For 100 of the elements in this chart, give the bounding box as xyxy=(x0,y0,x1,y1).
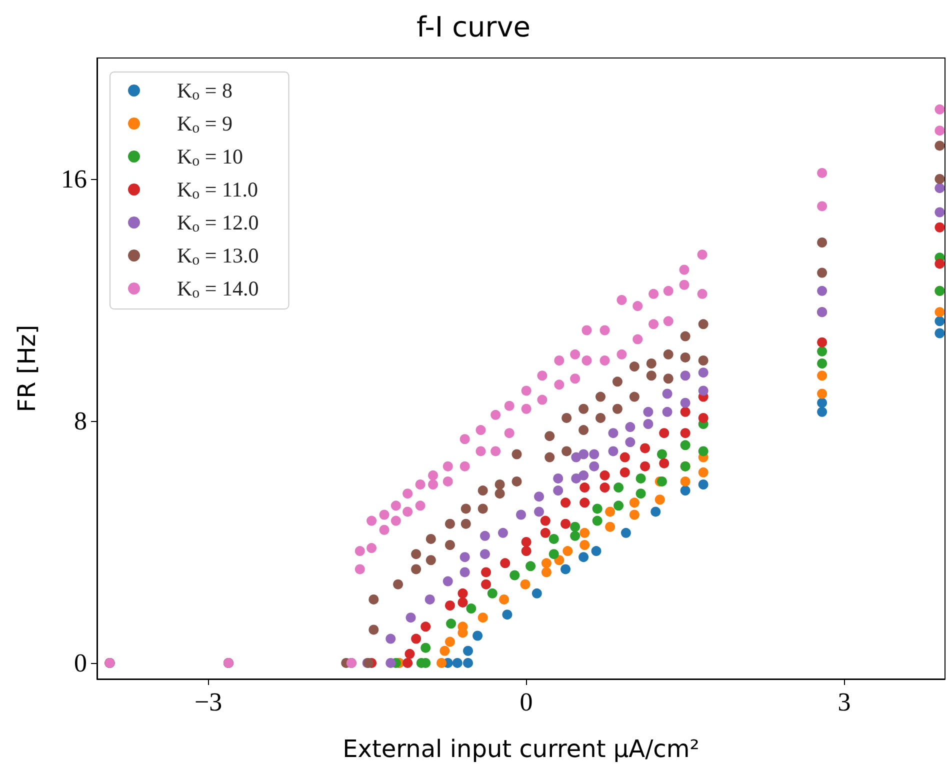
point xyxy=(444,540,455,550)
point xyxy=(663,316,674,326)
point xyxy=(512,476,522,486)
point xyxy=(548,549,559,560)
point xyxy=(698,446,708,456)
point xyxy=(614,500,624,511)
point xyxy=(580,540,590,550)
point xyxy=(560,564,571,574)
point xyxy=(526,561,536,572)
point xyxy=(452,658,462,668)
point xyxy=(817,346,828,356)
point xyxy=(934,316,945,326)
point xyxy=(463,646,473,656)
point xyxy=(478,486,488,496)
point xyxy=(553,486,564,496)
point xyxy=(420,642,431,653)
point xyxy=(680,428,690,438)
point xyxy=(934,258,945,269)
point xyxy=(698,467,708,478)
point xyxy=(643,419,654,430)
point xyxy=(817,337,828,348)
point xyxy=(600,482,610,493)
point xyxy=(472,630,483,641)
point xyxy=(390,516,401,526)
point xyxy=(354,564,365,574)
point xyxy=(499,594,510,604)
point xyxy=(386,658,396,668)
point xyxy=(679,264,690,275)
point xyxy=(697,250,708,260)
point xyxy=(680,406,690,417)
point xyxy=(504,400,514,411)
point xyxy=(460,552,470,562)
point xyxy=(934,222,945,232)
point xyxy=(440,646,450,656)
point xyxy=(578,425,589,436)
point xyxy=(629,362,640,372)
point xyxy=(446,618,456,629)
point xyxy=(532,588,542,598)
point xyxy=(592,516,602,526)
point xyxy=(415,500,426,511)
point xyxy=(368,624,379,635)
point xyxy=(570,349,580,360)
point xyxy=(817,286,828,296)
point xyxy=(646,358,656,369)
point xyxy=(698,319,708,330)
point xyxy=(659,458,670,468)
point xyxy=(578,552,589,562)
point xyxy=(512,449,522,460)
point xyxy=(541,567,552,578)
point xyxy=(460,567,470,578)
point xyxy=(368,594,379,604)
point xyxy=(817,201,828,212)
point xyxy=(643,406,654,417)
point xyxy=(934,174,945,184)
point xyxy=(578,449,589,460)
point xyxy=(640,461,650,472)
point xyxy=(817,398,828,408)
point xyxy=(458,597,468,608)
point xyxy=(490,446,501,456)
point xyxy=(379,524,390,535)
x-tick-label: 0 xyxy=(520,688,533,716)
point xyxy=(934,183,945,194)
y-axis-title: FR [Hz] xyxy=(13,324,41,412)
point xyxy=(540,516,550,526)
point xyxy=(411,549,422,560)
point xyxy=(444,518,455,529)
point xyxy=(442,476,453,486)
y-tick-label: 16 xyxy=(61,164,87,194)
point xyxy=(570,522,580,532)
point xyxy=(591,546,602,556)
point xyxy=(466,604,476,614)
point xyxy=(548,534,559,544)
point xyxy=(442,461,453,472)
point xyxy=(516,510,526,520)
y-tick-label: 0 xyxy=(74,648,87,678)
point xyxy=(366,516,377,526)
point xyxy=(487,588,498,598)
point xyxy=(510,570,520,580)
point xyxy=(478,612,488,623)
point xyxy=(580,482,590,493)
point xyxy=(460,504,471,514)
point xyxy=(570,374,580,384)
point xyxy=(498,528,508,538)
point xyxy=(656,449,667,460)
point xyxy=(476,446,486,456)
point xyxy=(544,452,555,462)
point xyxy=(428,470,438,480)
point xyxy=(570,530,580,541)
point xyxy=(578,470,589,480)
point xyxy=(554,380,564,390)
chart-title: f-I curve xyxy=(416,10,531,44)
point xyxy=(698,412,708,423)
point xyxy=(521,404,532,414)
point xyxy=(476,425,486,436)
point xyxy=(589,449,600,460)
point xyxy=(680,370,690,381)
point xyxy=(654,494,665,505)
point xyxy=(589,461,600,472)
point xyxy=(582,355,592,366)
point xyxy=(436,658,446,668)
